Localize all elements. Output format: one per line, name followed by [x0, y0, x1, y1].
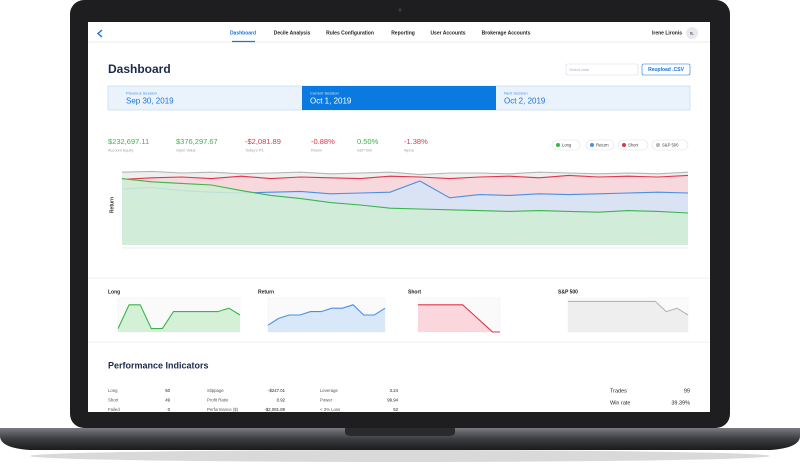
stat-value: -$2,081.89 — [245, 137, 281, 146]
metric-label: Profit Ratio — [207, 398, 229, 403]
metric-label: Leverage — [320, 388, 339, 393]
series-line — [267, 304, 386, 326]
page-title: Dashboard — [108, 62, 171, 76]
session-date[interactable]: Oct 2, 2019 — [504, 97, 546, 106]
stat-label: S&P 500 — [357, 149, 372, 153]
screen: Dashboard Decile Analysis Rules Configurat… — [88, 22, 710, 412]
area-fill — [122, 178, 688, 245]
legend-pill[interactable] — [585, 139, 615, 151]
legend-dot — [556, 143, 560, 147]
area-fill — [418, 304, 500, 332]
chart-title: Return — [258, 289, 274, 295]
metric-label: Power — [320, 398, 333, 403]
back-button[interactable] — [96, 29, 103, 38]
reupload-button[interactable] — [641, 63, 691, 76]
metric-label: Failed — [108, 407, 120, 412]
current-session — [302, 86, 496, 110]
legend-label[interactable]: Return — [596, 142, 609, 147]
legend-label[interactable]: Long — [562, 142, 572, 147]
legend-dot — [622, 143, 626, 147]
metric-label: Long — [108, 388, 118, 393]
metric-label: Slippage — [207, 388, 224, 393]
series-line — [121, 174, 689, 180]
series-line — [121, 178, 689, 214]
chart-title: Short — [408, 289, 421, 295]
reupload-label[interactable]: Reupload .CSV — [648, 67, 685, 73]
nav-tab[interactable]: Brokerage Accounts — [482, 30, 531, 36]
stat-value: -0.88% — [311, 137, 335, 146]
laptop-base — [0, 428, 800, 450]
base-notch — [345, 428, 455, 436]
area-fill — [268, 304, 385, 332]
metric-value: 99.94 — [387, 398, 398, 403]
metric-label: Performance ($) — [207, 407, 239, 412]
legend-pill[interactable] — [617, 139, 649, 151]
chart-title: Long — [108, 289, 120, 295]
stat-value: $376,297.67 — [176, 137, 218, 146]
avatar[interactable] — [686, 27, 698, 39]
stat-label: Return — [311, 149, 322, 153]
series-line — [117, 304, 241, 330]
stat-label: Account Equity — [108, 149, 133, 153]
metric-label: < 3% Loss — [320, 407, 340, 412]
nav-tab[interactable]: Dashboard — [230, 30, 256, 36]
area-fill — [118, 304, 240, 332]
metric-label: Short — [108, 398, 119, 403]
metric-value: 50 — [165, 388, 170, 393]
stat-value: $232,697.11 — [108, 137, 149, 146]
stat-label: Alpha — [404, 149, 415, 153]
metric-value: 49 — [165, 398, 170, 403]
section-title: Performance Indicators — [108, 360, 209, 370]
shadow — [30, 450, 770, 462]
legend-pill[interactable] — [551, 139, 581, 151]
legend-dot — [656, 143, 660, 147]
nav-tab[interactable]: Reporting — [391, 30, 415, 36]
metric-value: 0 — [168, 407, 171, 412]
metric-value: 3.24 — [390, 388, 399, 393]
metric-value: 39.39% — [671, 400, 690, 406]
stat-label: Today's P/L — [245, 149, 265, 153]
camera — [398, 8, 402, 12]
session-label[interactable]: Current Session — [310, 91, 339, 96]
nav-tab[interactable]: Decile Analysis — [274, 30, 311, 36]
session-date[interactable]: Sep 30, 2019 — [126, 97, 174, 106]
session-date[interactable]: Oct 1, 2019 — [310, 97, 352, 106]
user-name: Irene Lironis — [652, 30, 682, 36]
session-label[interactable]: Next Session — [504, 91, 528, 96]
date-input[interactable] — [565, 63, 639, 76]
series-line — [418, 304, 500, 333]
area-fill — [568, 301, 688, 332]
chart-title: S&P 500 — [558, 289, 578, 295]
session-label[interactable]: Previous Session — [126, 91, 157, 96]
date-placeholder: Select date — [569, 67, 590, 72]
series-line — [121, 170, 689, 176]
metric-value: 0.92 — [277, 398, 286, 403]
legend-label[interactable]: Short — [628, 142, 639, 147]
nav-tab[interactable]: User Accounts — [430, 30, 465, 36]
metric-value: -$247.01 — [268, 388, 286, 393]
metric-value: 99 — [684, 388, 690, 394]
stat-label: Open Value — [176, 149, 196, 153]
avatar-initials: IL — [690, 30, 694, 35]
y-axis-label: Return — [109, 197, 115, 213]
metric-label: Win rate — [610, 400, 630, 406]
nav-tab[interactable]: Rules Configuration — [326, 30, 374, 36]
legend-dot — [590, 143, 594, 147]
series-line — [568, 300, 689, 316]
metric-value: -$2,081.89 — [264, 407, 285, 412]
legend-pill[interactable] — [651, 139, 689, 151]
stat-value: -1.38% — [404, 137, 428, 146]
metric-value: 52 — [393, 407, 398, 412]
metric-label: Trades — [610, 388, 627, 394]
legend-label[interactable]: S&P 500 — [662, 142, 679, 147]
stat-value: 0.50% — [357, 137, 379, 146]
